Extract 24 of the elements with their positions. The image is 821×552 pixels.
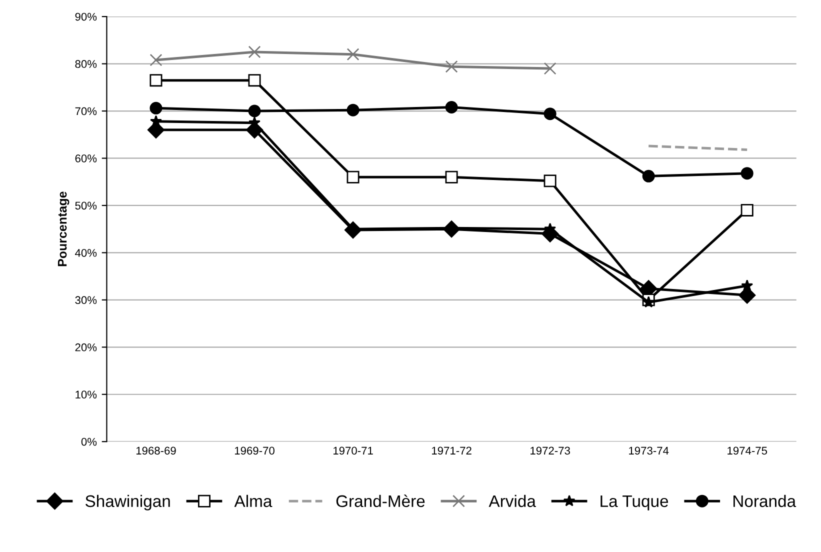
x-tick-label: 1969-70 [234,446,274,455]
y-tick-label: 20% [75,343,97,352]
y-axis-title: Pourcentage [58,192,70,266]
legend-label: Alma [234,494,272,508]
y-tick-label: 40% [75,248,97,257]
y-tick-label: 30% [75,296,97,304]
y-tick-label: 80% [75,60,97,68]
legend-label: La Tuque [600,495,668,510]
y-tick-label: 10% [76,390,97,399]
x-tick-label: 1970-71 [333,446,373,455]
y-tick-label: 70% [75,107,97,116]
legend-label: Noranda [734,494,796,508]
x-tick-label: 1973-74 [629,446,669,455]
x-tick-label: 1972-73 [530,446,570,455]
legend-label: Arvida [488,494,536,508]
y-tick-label: 60% [75,154,97,162]
y-tick-label: 90% [75,12,97,21]
x-tick-label: 1974-75 [728,446,768,455]
y-tick-label: 0% [81,438,97,446]
legend-label: Grand-Mère [336,494,425,508]
y-tick-label: 50% [75,202,97,210]
x-tick-label: 1968-69 [136,446,176,455]
x-tick-label: 1971-72 [432,446,472,455]
legend-label: Shawinigan [86,494,170,510]
